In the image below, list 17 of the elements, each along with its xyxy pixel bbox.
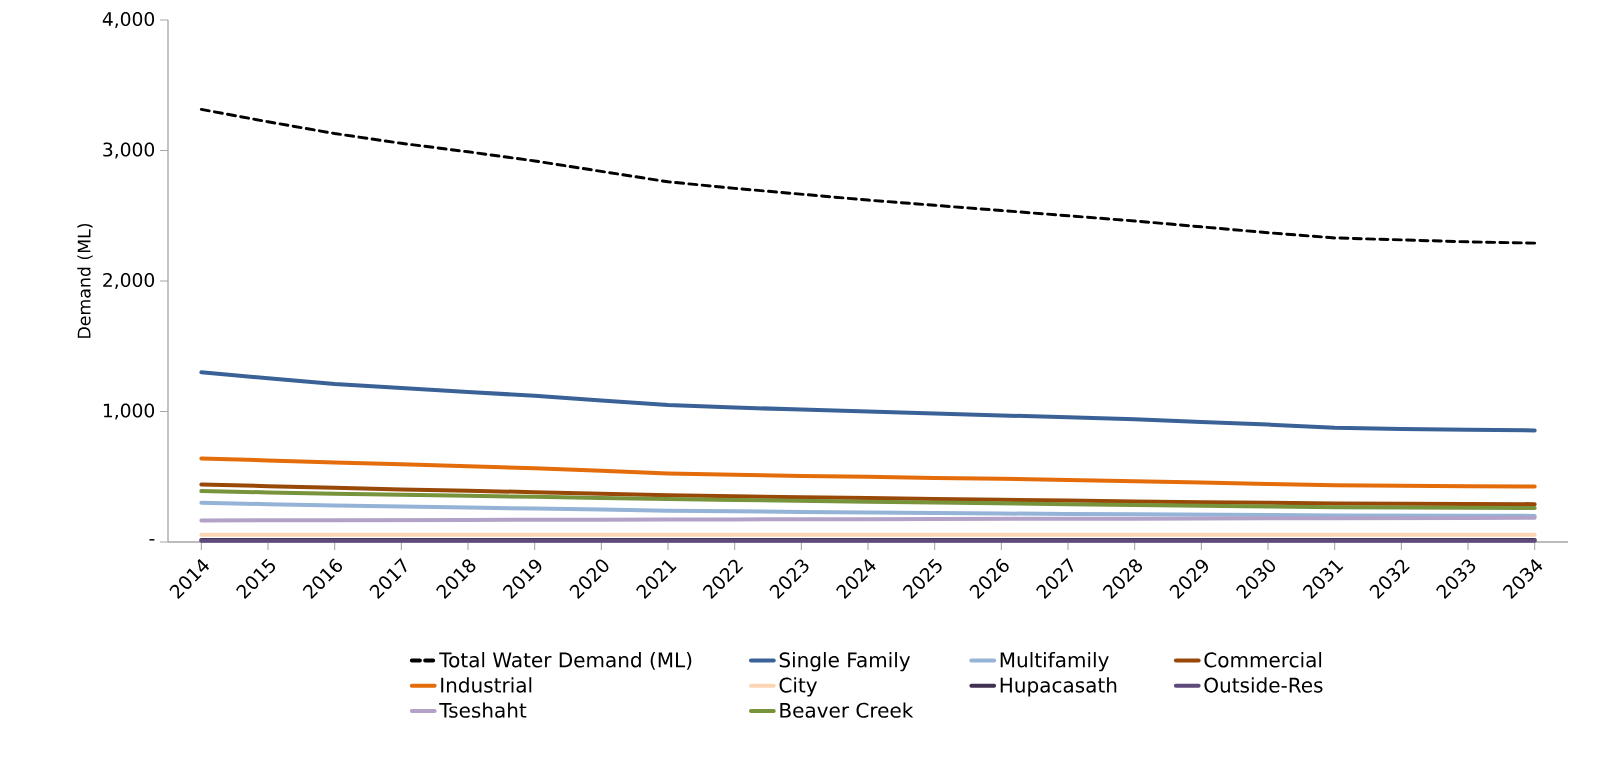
legend-label: Total Water Demand (ML) [439, 652, 692, 670]
legend-label: Hupacasath [1000, 677, 1117, 697]
legend-label: Single Family [779, 652, 911, 672]
legend-label: Multifamily [1000, 652, 1109, 672]
legend-label: Industrial [441, 677, 532, 693]
y-tick-label: 2,000 [103, 272, 155, 290]
y-tick-label: 1,000 [103, 403, 155, 420]
y-tick-label: 4,000 [102, 11, 155, 29]
legend-label: City [779, 677, 818, 697]
y-tick-label: 3,000 [103, 142, 155, 159]
y-tick-label: - [149, 539, 155, 541]
line-series [199, 456, 1537, 489]
legend-label: Beaver Creek [780, 702, 914, 718]
y-axis-title: Demand (ML) [77, 223, 93, 338]
legend-label: Outside-Res [1204, 677, 1323, 693]
legend-label: Tseshaht [439, 702, 527, 718]
legend-label: Commercial [1204, 652, 1322, 668]
